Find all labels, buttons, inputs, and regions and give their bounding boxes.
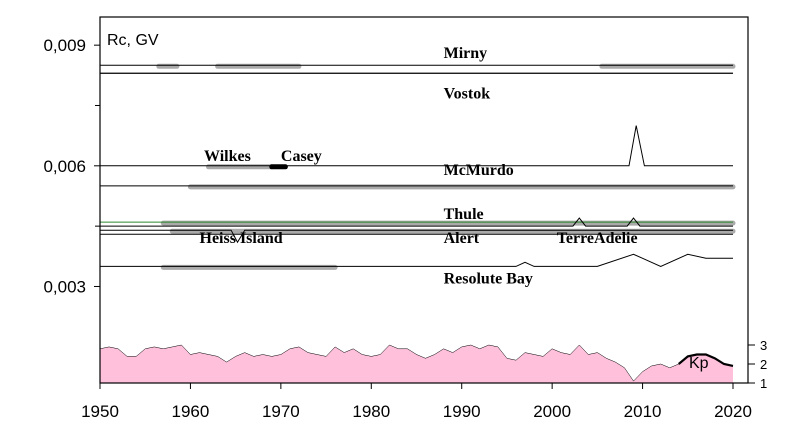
y-tick-label-2: 0,009 <box>43 36 86 55</box>
kp-axis: 1 2 3 <box>747 338 767 391</box>
kp-area-layer <box>99 344 734 383</box>
station-label-terreadelie: TerreAdelie <box>557 230 638 247</box>
kp-tick-label-2: 2 <box>760 357 767 372</box>
station-label-casey: Casey <box>281 148 322 165</box>
x-tick-label-1950: 1950 <box>81 402 119 421</box>
x-tick-label-1960: 1960 <box>172 402 210 421</box>
kp-label: Kp <box>689 355 709 372</box>
y-tick-label-0: 0,003 <box>43 277 86 296</box>
y-axis-label: Rc, GV <box>107 32 159 49</box>
kp-recent-line <box>677 353 734 367</box>
station-label-alert: Alert <box>444 230 480 247</box>
kp-line <box>99 344 734 382</box>
station-labels-layer: Mirny Vostok Wilkes Casey McMurdo Thule Heiss … <box>200 45 638 287</box>
station-line-resolute-bay <box>100 253 733 267</box>
kp-area <box>100 345 733 383</box>
station-line-wilkes <box>100 125 733 167</box>
station-line-terreadelie <box>100 217 733 227</box>
x-tick-label-2010: 2010 <box>624 402 662 421</box>
station-line-heiss-island <box>100 229 733 244</box>
y-axis: 0,003 0,006 0,009 <box>43 36 100 296</box>
x-tick-label-2000: 2000 <box>533 402 571 421</box>
y-tick-label-1: 0,006 <box>43 157 86 176</box>
station-lines-layer <box>100 64 733 267</box>
x-tick-label-1990: 1990 <box>443 402 481 421</box>
plot-frame <box>99 16 749 384</box>
x-tick-label-1970: 1970 <box>262 402 300 421</box>
station-label-wilkes: Wilkes <box>204 148 251 165</box>
station-label-thule: Thule <box>444 206 484 223</box>
x-tick-label-1980: 1980 <box>352 402 390 421</box>
x-axis: 1950 1960 1970 1980 1990 2000 2010 2020 <box>81 383 752 421</box>
station-label-mirny: Mirny <box>444 45 488 62</box>
station-label-mcmurdo: McMurdo <box>444 162 514 179</box>
station-label-vostok: Vostok <box>444 85 491 102</box>
station-label-resolute-bay: Resolute Bay <box>444 270 533 287</box>
kp-tick-label-1: 1 <box>760 376 767 391</box>
station-label-heiss-island: Heiss Island <box>200 230 283 247</box>
kp-tick-label-3: 3 <box>760 338 767 353</box>
x-tick-label-2020: 2020 <box>714 402 752 421</box>
